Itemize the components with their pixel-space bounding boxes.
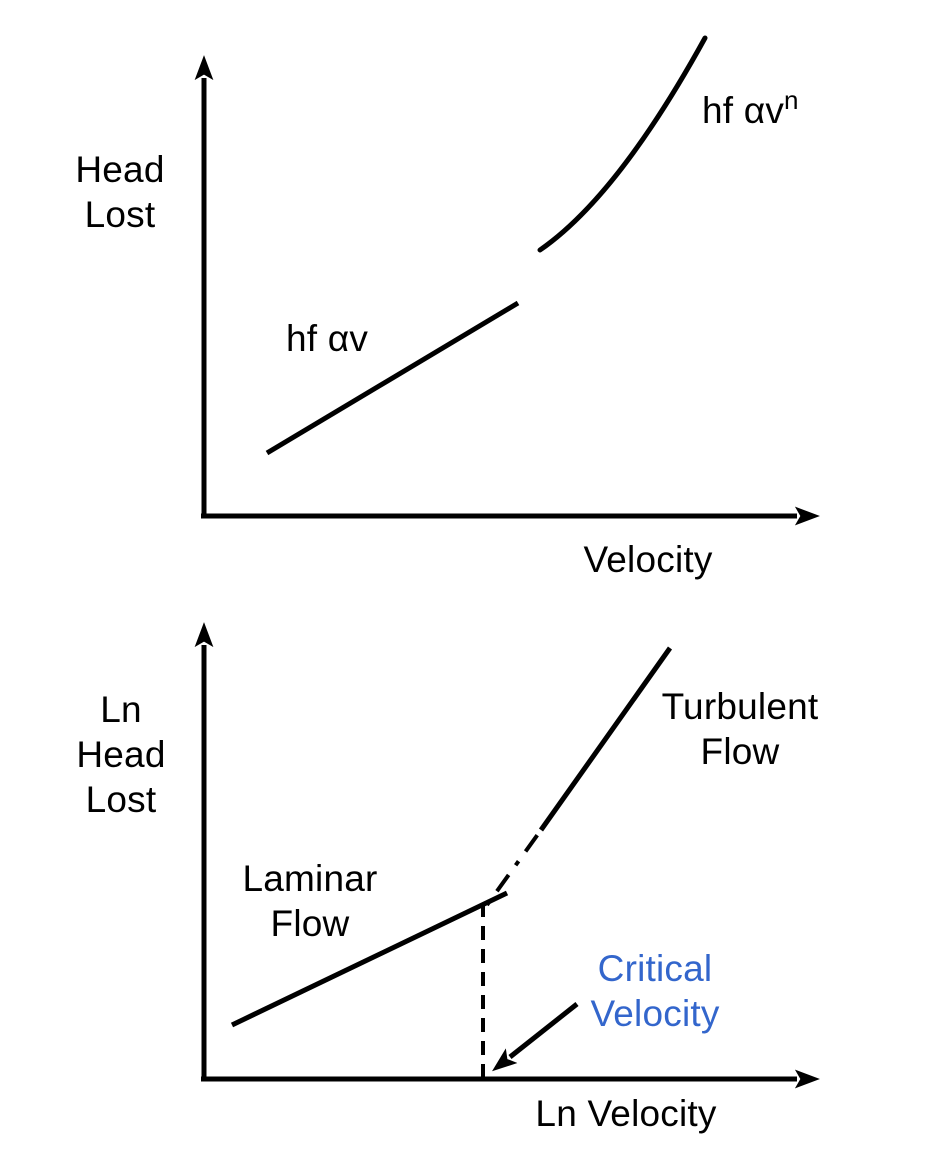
top-turbulent-label-exponent: n [784, 85, 799, 115]
bottom-laminar-line [230, 890, 509, 1028]
bottom-x-axis-label: Ln Velocity [535, 1093, 717, 1134]
top-turbulent-curve-label: hf αvn [702, 85, 799, 137]
critical-velocity-label: Critical Velocity [590, 948, 720, 1034]
bottom-y-axis-label: Ln Head Lost [76, 689, 166, 820]
bottom-turbulent-line [538, 646, 673, 832]
top-laminar-line [265, 300, 520, 456]
top-turbulent-curve [537, 35, 708, 253]
turbulent-flow-label: Turbulent Flow [661, 686, 819, 772]
top-turbulent-label-base: hf αv [702, 90, 785, 131]
critical-velocity-arrow [492, 1002, 579, 1072]
turbulent-extension-dash-dot [485, 828, 543, 907]
top-laminar-curve-label: hf αv [286, 318, 369, 359]
laminar-flow-label: Laminar Flow [242, 858, 378, 944]
top-x-axis-label: Velocity [583, 539, 713, 580]
top-y-axis-label: Head Lost [75, 149, 165, 235]
